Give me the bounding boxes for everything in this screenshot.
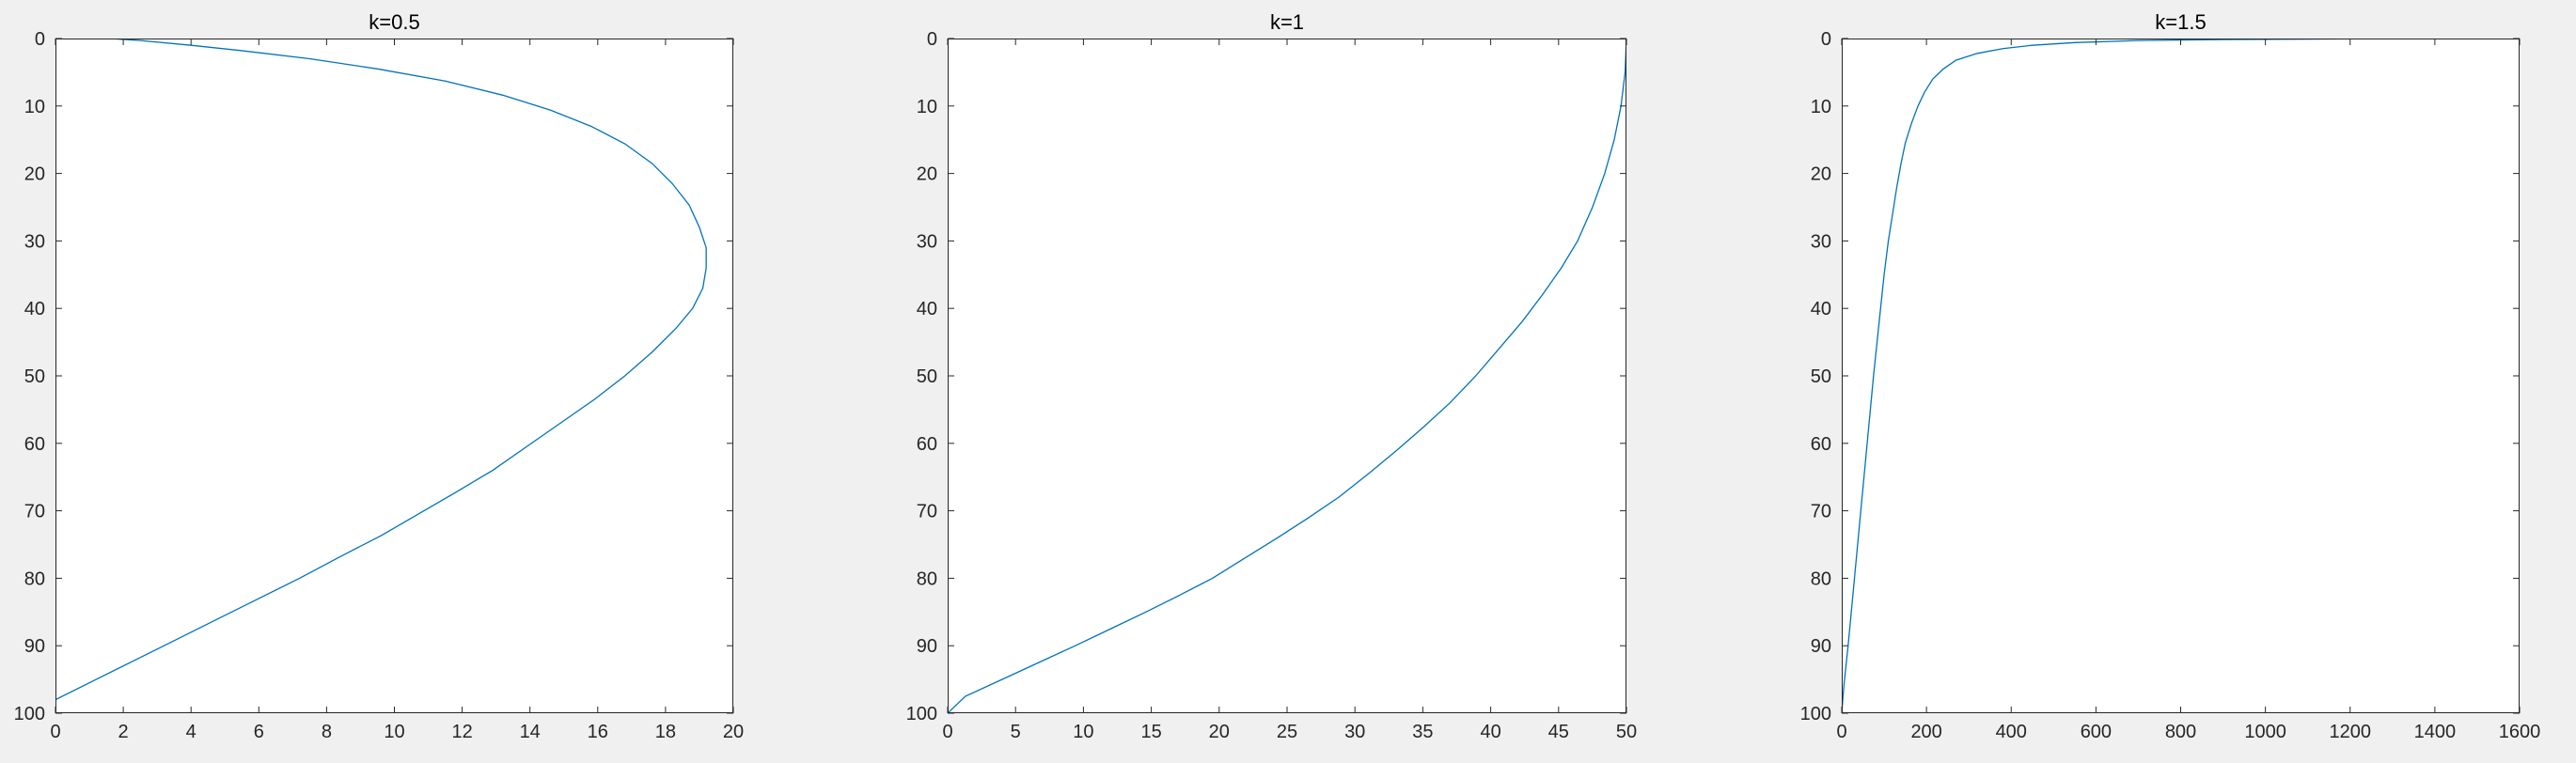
axes-background [1842, 39, 2520, 713]
x-tick-label: 10 [384, 722, 404, 742]
series-line-1 [1842, 39, 2520, 713]
x-tick-label: 14 [520, 722, 541, 742]
chart-panel-3: 0 200 400 600 800 1000 1200 1400 1600 0 10 20 30 40 50… [1800, 10, 2541, 742]
x-tick-label: 1000 [2244, 722, 2286, 742]
y-tick-label: 80 [24, 568, 45, 589]
axes-background [948, 39, 1626, 713]
y-tick-label: 80 [1811, 568, 1831, 589]
y-tick-label: 50 [917, 366, 937, 387]
x-tick-label: 0 [942, 722, 952, 742]
y-tick-label: 50 [24, 366, 45, 387]
y-tick-label: 90 [1811, 636, 1831, 657]
x-tick-label: 1200 [2330, 722, 2372, 742]
chart-panel-1: 0 2 4 6 8 10 12 14 16 18 20 0 10 20 30 40 50 60 70 80 90 100 k… [14, 10, 745, 742]
y-tick-label: 30 [24, 231, 45, 252]
x-tick-label: 800 [2165, 722, 2196, 742]
x-tick-label: 40 [1480, 722, 1500, 742]
y-tick-label: 90 [917, 636, 937, 657]
x-tick-label: 1600 [2499, 722, 2541, 742]
x-tick-label: 20 [723, 722, 744, 742]
y-tick-label: 20 [24, 164, 45, 185]
x-tick-label: 2 [118, 722, 129, 742]
x-tick-label: 45 [1548, 722, 1569, 742]
y-tick-label: 100 [906, 704, 937, 724]
y-tick-label: 70 [24, 502, 45, 522]
y-tick-label: 30 [1811, 231, 1831, 252]
x-tick-label: 30 [1344, 722, 1365, 742]
y-tick-label: 0 [927, 29, 937, 50]
y-tick-label: 40 [24, 299, 45, 319]
y-tick-label: 100 [1800, 704, 1831, 724]
x-tick-label: 0 [50, 722, 60, 742]
y-tick-label: 50 [1811, 366, 1831, 387]
y-tick-label: 10 [24, 97, 45, 117]
x-tick-label: 1400 [2414, 722, 2457, 742]
chart-title: k=0.5 [369, 10, 419, 34]
y-tick-label: 40 [917, 299, 937, 319]
y-tick-label: 30 [917, 231, 937, 252]
x-tick-label: 25 [1277, 722, 1297, 742]
y-tick-label: 40 [1811, 299, 1831, 319]
x-tick-label: 16 [588, 722, 608, 742]
y-tick-label: 0 [1821, 29, 1831, 50]
x-tick-label: 200 [1910, 722, 1941, 742]
y-tick-label: 100 [14, 704, 45, 724]
x-tick-label: 18 [655, 722, 676, 742]
y-tick-label: 60 [1811, 434, 1831, 455]
x-tick-label: 8 [322, 722, 332, 742]
series-line-1 [948, 39, 1626, 713]
x-tick-label: 12 [451, 722, 472, 742]
y-tick-label: 10 [917, 97, 937, 117]
x-tick-label: 50 [1616, 722, 1637, 742]
y-tick-label: 20 [1811, 164, 1831, 185]
x-tick-label: 10 [1073, 722, 1093, 742]
x-tick-label: 600 [2081, 722, 2112, 742]
chart-panel-2: 0 5 10 15 20 25 30 35 40 45 50 0 10 20 30 40 50 60 70 80 90 1… [906, 10, 1638, 742]
y-tick-label: 10 [1811, 97, 1831, 117]
axes-background [55, 39, 733, 713]
y-tick-label: 60 [24, 434, 45, 455]
y-tick-label: 80 [917, 568, 937, 589]
x-tick-label: 6 [254, 722, 264, 742]
series-line-1 [55, 39, 707, 701]
y-tick-label: 70 [1811, 502, 1831, 522]
x-tick-label: 0 [1836, 722, 1846, 742]
y-tick-label: 20 [917, 164, 937, 185]
chart-title: k=1 [1270, 10, 1304, 34]
y-tick-label: 0 [35, 29, 45, 50]
y-tick-label: 70 [917, 502, 937, 522]
y-tick-label: 60 [917, 434, 937, 455]
x-tick-label: 400 [1996, 722, 2027, 742]
chart-title: k=1.5 [2155, 10, 2206, 34]
x-tick-label: 20 [1209, 722, 1230, 742]
y-tick-label: 90 [24, 636, 45, 657]
x-tick-label: 35 [1412, 722, 1433, 742]
x-tick-label: 5 [1011, 722, 1021, 742]
x-tick-label: 15 [1140, 722, 1161, 742]
x-tick-label: 4 [186, 722, 196, 742]
